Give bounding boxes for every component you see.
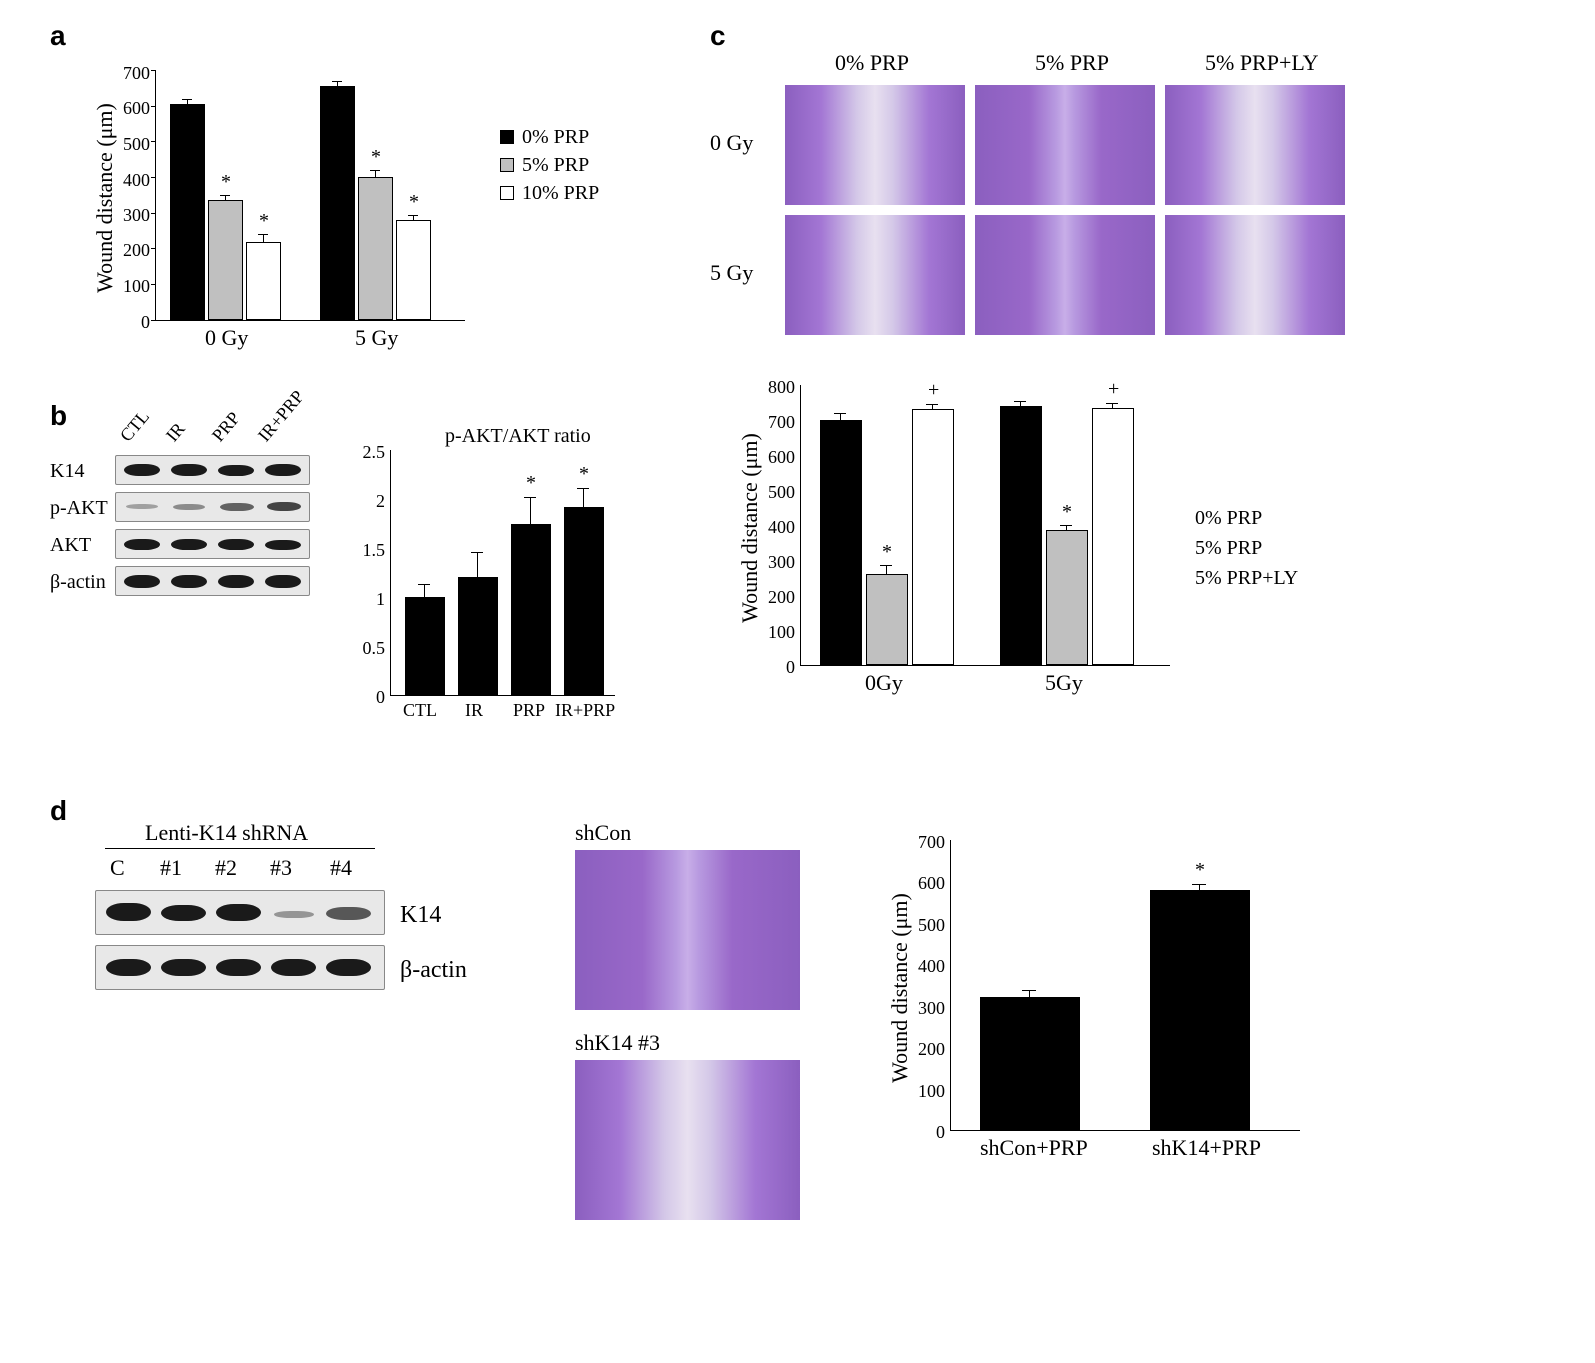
bar-shk14: [1150, 890, 1250, 1130]
blot-col-header: IR: [162, 419, 190, 446]
y-axis-label: Wound distance (μm): [887, 893, 913, 1083]
bar-irprp: [564, 507, 604, 695]
sig-marker: *: [371, 146, 381, 169]
legend-label: 0% PRP: [522, 126, 589, 149]
scratch-shcon: [575, 850, 800, 1010]
col-label: 5% PRP+LY: [1205, 50, 1319, 76]
blot-row-label: K14: [50, 460, 84, 483]
panel-b-chart: p-AKT/AKT ratio 0 0.5 1 1.5 2 2.5 * * CT…: [350, 420, 630, 730]
bar: [820, 420, 862, 665]
bar-shcon: [980, 997, 1080, 1130]
bar: [912, 409, 954, 665]
blot-col-header: PRP: [208, 408, 245, 446]
scratch-5gy-5prp: [975, 215, 1155, 335]
bar-5gy-0prp: [320, 86, 355, 320]
scratch-0gy-0prp: [785, 85, 965, 205]
blot-lane-akt: [115, 529, 310, 559]
panel-c-chart: 0 100 200 300 400 500 600 700 800 Wound …: [740, 365, 1190, 695]
bar-0gy-5prp: [208, 200, 243, 320]
scratch-shk14: [575, 1060, 800, 1220]
col-label: 0% PRP: [835, 50, 909, 76]
bar: [1046, 530, 1088, 665]
x-axis: [155, 320, 465, 321]
panel-a-label: a: [50, 20, 66, 52]
y-axis-label: Wound distance (μm): [737, 433, 763, 623]
blot-col-header: IR+PRP: [254, 386, 309, 446]
scratch-5gy-0prp: [785, 215, 965, 335]
bar-0gy-0prp: [170, 104, 205, 320]
sig-marker: *: [409, 191, 419, 214]
blot-row-label: β-actin: [50, 571, 106, 594]
panel-d-chart: 0 100 200 300 400 500 600 700 Wound dist…: [890, 820, 1320, 1160]
chart-title: p-AKT/AKT ratio: [445, 425, 591, 448]
blot-lane-k14: [115, 455, 310, 485]
panel-d-label: d: [50, 795, 67, 827]
blot-lane-pakt: [115, 492, 310, 522]
blot-lane-actin-d: [95, 945, 385, 990]
figure-container: a 0 100 200 300 400 500 600 700 Wound di…: [20, 20, 1575, 1343]
legend-label: 0% PRP: [1195, 507, 1262, 530]
blot-row-label: p-AKT: [50, 497, 108, 520]
bar-5gy-10prp: [396, 220, 431, 320]
col-label: 5% PRP: [1035, 50, 1109, 76]
y-axis: [155, 70, 156, 320]
bar-ir: [458, 577, 498, 695]
sig-marker: *: [579, 463, 589, 486]
bar: [1092, 408, 1134, 665]
row-label: 5 Gy: [710, 260, 753, 286]
bar-prp: [511, 524, 551, 695]
row-label: 0 Gy: [710, 130, 753, 156]
bar-5gy-5prp: [358, 177, 393, 320]
scratch-label: shCon: [575, 820, 631, 846]
legend-label: 5% PRP: [1195, 537, 1262, 560]
x-group-label: 0 Gy: [205, 325, 248, 351]
scratch-label: shK14 #3: [575, 1030, 660, 1056]
blot-col-header: CTL: [116, 406, 154, 446]
legend-label: 5% PRP: [522, 154, 589, 177]
blot-title: Lenti-K14 shRNA: [145, 820, 308, 846]
sig-marker: *: [526, 472, 536, 495]
x-group-label: 5 Gy: [355, 325, 398, 351]
sig-marker: *: [259, 210, 269, 233]
scratch-0gy-5prply: [1165, 85, 1345, 205]
bar-0gy-10prp: [246, 242, 281, 320]
panel-a-chart: 0 100 200 300 400 500 600 700 Wound dist…: [95, 50, 525, 350]
blot-lane-k14-d: [95, 890, 385, 935]
scratch-0gy-5prp: [975, 85, 1155, 205]
ytick: 700: [110, 63, 150, 84]
legend-label: 10% PRP: [522, 182, 599, 205]
scratch-5gy-5prply: [1165, 215, 1345, 335]
panel-b-label: b: [50, 400, 67, 432]
bar: [1000, 406, 1042, 665]
blot-lane-actin: [115, 566, 310, 596]
panel-c-label: c: [710, 20, 726, 52]
bar: [866, 574, 908, 665]
legend-swatch: [500, 130, 514, 144]
bar-ctl: [405, 597, 445, 695]
sig-marker: *: [221, 171, 231, 194]
legend-swatch: [500, 158, 514, 172]
y-axis-label: Wound distance (μm): [92, 103, 118, 293]
ytick: 0: [120, 312, 150, 333]
blot-row-label: AKT: [50, 534, 91, 557]
legend-swatch: [500, 186, 514, 200]
legend-label: 5% PRP+LY: [1195, 567, 1298, 590]
